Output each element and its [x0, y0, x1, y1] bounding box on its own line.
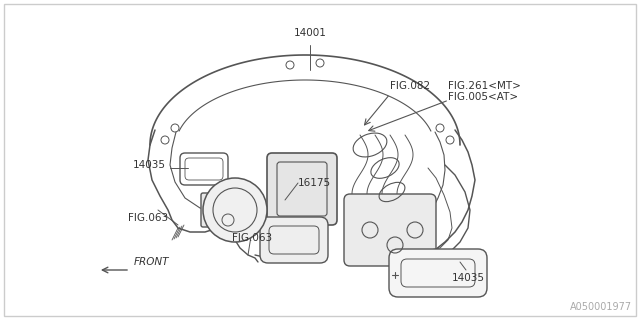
FancyBboxPatch shape: [344, 194, 436, 266]
Text: FRONT: FRONT: [134, 257, 170, 267]
FancyBboxPatch shape: [267, 153, 337, 225]
Text: 16175: 16175: [298, 178, 331, 188]
Text: FIG.082: FIG.082: [390, 81, 430, 91]
Text: 14035: 14035: [133, 160, 166, 170]
Text: 14001: 14001: [294, 28, 326, 38]
Circle shape: [203, 178, 267, 242]
Text: A050001977: A050001977: [570, 302, 632, 312]
Text: 14035: 14035: [451, 273, 484, 283]
Text: FIG.005<AT>: FIG.005<AT>: [448, 92, 518, 102]
Text: FIG.261<MT>: FIG.261<MT>: [448, 81, 521, 91]
FancyBboxPatch shape: [260, 217, 328, 263]
FancyBboxPatch shape: [389, 249, 487, 297]
Text: FIG.063: FIG.063: [128, 213, 168, 223]
FancyBboxPatch shape: [201, 193, 235, 227]
Text: FIG.063: FIG.063: [232, 233, 272, 243]
